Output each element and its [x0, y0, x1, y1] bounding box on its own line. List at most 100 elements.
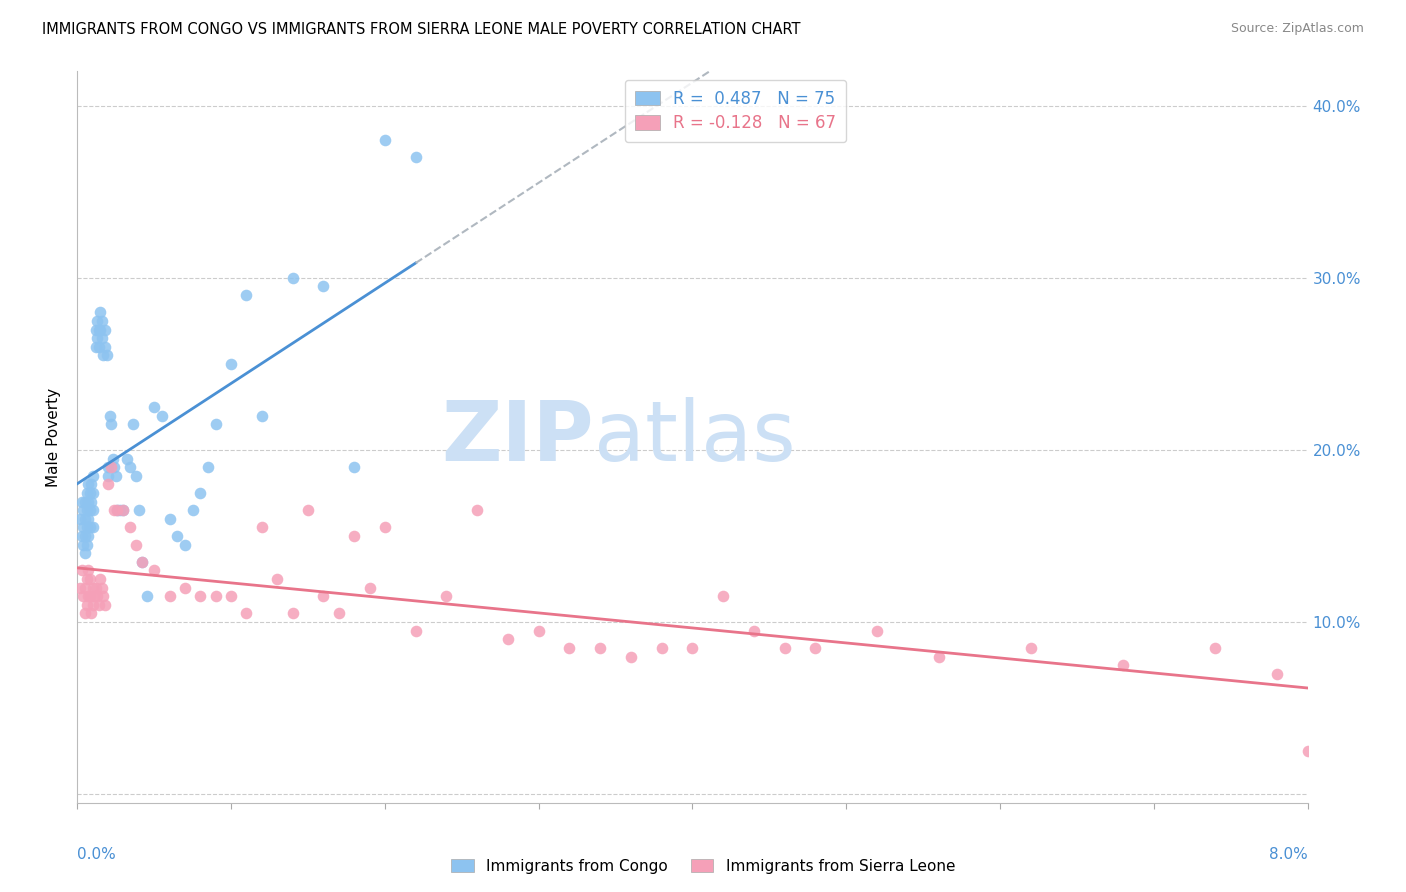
Point — [558, 640, 581, 655]
Point — [496, 632, 519, 647]
Point — [70, 529, 93, 543]
Point — [118, 520, 141, 534]
Point — [76, 572, 98, 586]
Point — [84, 581, 107, 595]
Point — [80, 607, 103, 621]
Point — [94, 598, 117, 612]
Point — [72, 538, 94, 552]
Point — [197, 460, 219, 475]
Point — [219, 589, 242, 603]
Point — [527, 624, 550, 638]
Point — [77, 477, 100, 491]
Point — [94, 340, 117, 354]
Point — [82, 520, 104, 534]
Legend: Immigrants from Congo, Immigrants from Sierra Leone: Immigrants from Congo, Immigrants from S… — [444, 853, 962, 880]
Point — [135, 589, 157, 603]
Point — [69, 512, 91, 526]
Text: ZIP: ZIP — [441, 397, 595, 477]
Point — [87, 322, 110, 336]
Point — [118, 460, 141, 475]
Point — [159, 512, 181, 526]
Point — [97, 468, 120, 483]
Point — [89, 305, 111, 319]
Point — [82, 486, 104, 500]
Point — [73, 581, 96, 595]
Point — [72, 589, 94, 603]
Legend: R =  0.487   N = 75, R = -0.128   N = 67: R = 0.487 N = 75, R = -0.128 N = 67 — [624, 79, 846, 143]
Point — [90, 331, 114, 345]
Point — [166, 529, 188, 543]
Point — [89, 572, 111, 586]
Point — [131, 555, 153, 569]
Point — [121, 417, 143, 432]
Point — [77, 494, 100, 508]
Point — [93, 348, 115, 362]
Point — [104, 468, 127, 483]
Point — [589, 640, 612, 655]
Point — [90, 314, 114, 328]
Point — [73, 546, 96, 560]
Text: IMMIGRANTS FROM CONGO VS IMMIGRANTS FROM SIERRA LEONE MALE POVERTY CORRELATION C: IMMIGRANTS FROM CONGO VS IMMIGRANTS FROM… — [42, 22, 800, 37]
Point — [110, 503, 132, 517]
Point — [100, 460, 122, 475]
Point — [465, 503, 488, 517]
Point — [181, 503, 204, 517]
Point — [112, 503, 135, 517]
Point — [76, 486, 98, 500]
Point — [343, 460, 366, 475]
Point — [82, 598, 104, 612]
Text: 8.0%: 8.0% — [1268, 847, 1308, 862]
Point — [235, 607, 257, 621]
Point — [150, 409, 173, 423]
Point — [70, 494, 93, 508]
Text: 0.0%: 0.0% — [77, 847, 117, 862]
Point — [125, 538, 148, 552]
Point — [86, 331, 108, 345]
Point — [1265, 666, 1288, 681]
Text: Source: ZipAtlas.com: Source: ZipAtlas.com — [1230, 22, 1364, 36]
Point — [90, 581, 114, 595]
Point — [86, 589, 108, 603]
Point — [1112, 658, 1135, 673]
Point — [250, 409, 273, 423]
Point — [97, 460, 120, 475]
Point — [266, 572, 288, 586]
Point — [143, 564, 166, 578]
Point — [101, 451, 124, 466]
Point — [204, 589, 226, 603]
Point — [312, 279, 335, 293]
Point — [143, 400, 166, 414]
Point — [1204, 640, 1226, 655]
Point — [773, 640, 796, 655]
Point — [281, 607, 304, 621]
Point — [174, 538, 197, 552]
Point — [1019, 640, 1042, 655]
Point — [297, 503, 319, 517]
Point — [79, 520, 101, 534]
Point — [105, 503, 128, 517]
Point — [77, 589, 100, 603]
Point — [72, 520, 94, 534]
Point — [281, 271, 304, 285]
Point — [131, 555, 153, 569]
Point — [190, 589, 212, 603]
Point — [405, 624, 427, 638]
Point — [69, 581, 91, 595]
Point — [73, 512, 96, 526]
Point — [682, 640, 704, 655]
Point — [94, 322, 117, 336]
Point — [204, 417, 226, 432]
Point — [374, 133, 396, 147]
Point — [97, 477, 120, 491]
Point — [73, 607, 96, 621]
Point — [125, 468, 148, 483]
Point — [89, 322, 111, 336]
Point — [86, 314, 108, 328]
Point — [312, 589, 335, 603]
Point — [436, 589, 458, 603]
Point — [76, 503, 98, 517]
Point — [77, 564, 100, 578]
Point — [105, 503, 128, 517]
Point — [84, 340, 107, 354]
Point — [93, 589, 115, 603]
